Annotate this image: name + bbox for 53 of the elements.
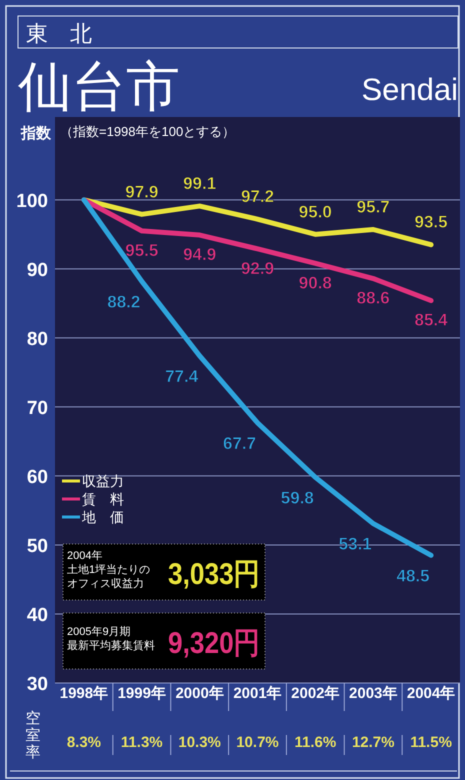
text: 10.7% [236,734,279,751]
x-tick-label: 2002年 [291,685,340,702]
text: 空室率 [26,710,40,761]
y-tick-label: 60 [26,466,48,488]
x-tick-label: 2000年 [175,685,224,702]
x-tick-label: 1998年 [60,685,108,702]
text: 10.3% [178,734,221,751]
annotation: 最新平均募集賃料 [67,639,155,652]
y-tick-label: 50 [26,536,48,557]
y-axis-title: 指数 [20,125,52,142]
data-label: 95.5 [125,240,158,260]
data-label: 94.9 [183,245,216,264]
legend-label: 収益力 [82,473,124,489]
legend-label: 賃 料 [82,491,124,507]
text: 11.5% [410,734,452,751]
data-label: 88.6 [356,288,390,308]
y-tick-label: 90 [26,260,48,281]
annotation: 9,320円 [168,627,274,660]
data-label: 95.0 [298,202,332,222]
legend-label: 地 価 [81,509,124,525]
data-label: 93.5 [414,212,448,232]
data-label: 88.2 [107,292,140,312]
annotation: 3,033円 [168,558,274,591]
text: 8.3% [66,734,102,751]
text: 11.6% [294,734,336,751]
data-label: 67.7 [222,434,256,453]
y-tick-label: 100 [16,190,48,212]
data-label: 95.7 [356,198,390,217]
x-tick-label: 2001年 [233,685,282,702]
data-label: 85.4 [414,310,448,330]
data-label: 99.1 [183,174,216,194]
chart-subtitle: Sendai [361,72,458,107]
x-tick-label: 1999年 [118,685,166,702]
text: 東 北 [26,21,92,46]
data-label: 90.8 [298,273,332,292]
annotation: 土地1坪当たりの [67,563,150,576]
annotation: オフィス収益力 [67,577,144,590]
y-tick-label: 30 [26,674,48,695]
x-tick-label: 2003年 [349,685,398,702]
annotation: 2005年9月期 [67,626,131,638]
text: 12.7% [352,734,394,751]
chart-title: 仙台市 [18,57,180,117]
annotation: （指数=1998年を100とする） [60,124,236,139]
annotation: 2004年 [67,550,102,562]
data-label: 77.4 [165,366,199,386]
x-tick-label: 2004年 [406,685,456,702]
y-tick-label: 80 [26,328,48,350]
y-tick-label: 40 [26,604,48,626]
data-label: 48.5 [396,566,430,586]
data-label: 97.9 [125,182,158,202]
text: 11.3% [120,734,163,751]
y-tick-label: 70 [26,398,48,419]
data-label: 59.8 [280,488,314,508]
